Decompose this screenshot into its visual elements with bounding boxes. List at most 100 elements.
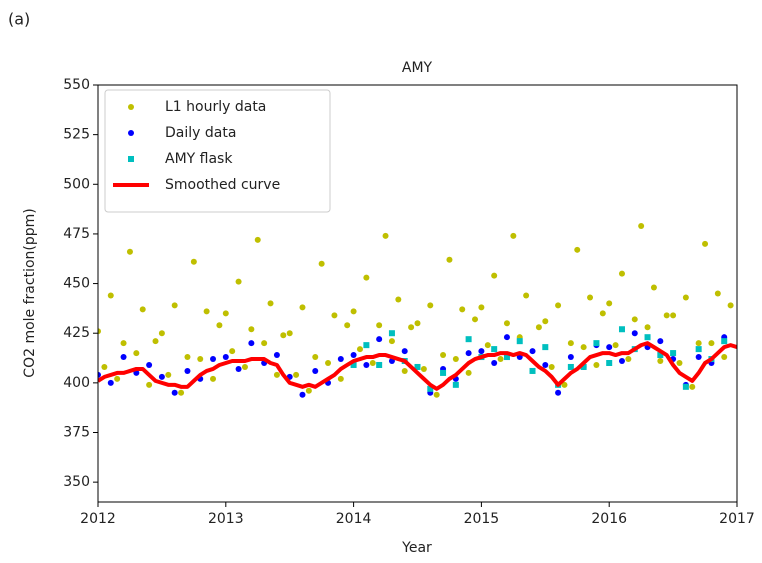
data-point [210, 356, 217, 363]
data-point [618, 358, 625, 365]
flask-point [721, 338, 728, 345]
legend-label: Smoothed curve [165, 177, 280, 193]
data-point [663, 312, 670, 319]
data-point [190, 258, 197, 265]
x-axis-label: Year [401, 540, 432, 556]
data-point [120, 340, 127, 347]
data-point [273, 371, 280, 378]
data-point [312, 367, 319, 374]
y-tick-label: 450 [63, 276, 90, 292]
data-point [478, 348, 485, 355]
data-point [548, 363, 555, 370]
data-point [152, 338, 159, 345]
data-point [714, 290, 721, 297]
data-point [420, 365, 427, 372]
data-point [478, 304, 485, 311]
data-point [523, 292, 530, 299]
flask-point [618, 326, 625, 333]
data-point [98, 371, 101, 378]
data-point [638, 222, 645, 229]
legend-label: L1 hourly data [165, 99, 266, 115]
data-point [299, 304, 306, 311]
data-point [229, 348, 236, 355]
data-point [139, 306, 146, 313]
flask-point [440, 369, 447, 376]
data-point [580, 344, 587, 351]
data-point [574, 246, 581, 253]
data-point [363, 361, 370, 368]
data-point [689, 383, 696, 390]
flask-point [414, 363, 421, 370]
flask-point [465, 336, 472, 343]
data-point [254, 236, 261, 243]
data-point [178, 389, 185, 396]
data-point [107, 379, 114, 386]
data-point [491, 360, 498, 366]
data-point [401, 367, 408, 374]
data-point [484, 342, 491, 349]
flask-point [542, 344, 549, 351]
data-point [267, 300, 274, 307]
x-tick-label: 2017 [719, 511, 755, 527]
data-point [261, 340, 268, 347]
data-point [567, 354, 574, 361]
data-point [210, 375, 217, 382]
data-point [721, 354, 728, 361]
data-point [606, 344, 613, 351]
data-point [401, 348, 408, 355]
data-point [158, 330, 165, 337]
data-point [197, 356, 204, 363]
data-point [695, 340, 702, 347]
legend-box [104, 89, 331, 213]
data-point [356, 346, 363, 353]
legend-swatch [128, 104, 134, 110]
flask-point [452, 381, 459, 388]
data-point [184, 354, 191, 361]
data-point [216, 322, 223, 329]
flask-point [567, 363, 574, 370]
flask-point [670, 350, 677, 357]
flask-point [503, 354, 510, 361]
data-point [650, 284, 657, 291]
flask-point [644, 334, 651, 341]
data-point [165, 371, 172, 378]
data-point [497, 356, 504, 363]
data-point [305, 387, 312, 394]
y-tick-label: 425 [63, 325, 90, 341]
data-point [676, 360, 683, 366]
data-point [158, 373, 165, 380]
plot-marks [98, 222, 737, 398]
data-point [644, 324, 651, 331]
flask-point [427, 385, 434, 392]
y-tick-label: 550 [63, 77, 90, 93]
data-point [503, 334, 510, 341]
flask-point [363, 342, 370, 349]
data-point [708, 340, 715, 347]
flask-point [593, 340, 600, 347]
data-point [465, 350, 472, 357]
data-point [369, 360, 376, 366]
data-point [184, 367, 191, 374]
data-point [542, 361, 549, 368]
data-point [695, 354, 702, 361]
data-point [561, 381, 568, 388]
data-point [535, 324, 542, 331]
data-point [222, 354, 229, 361]
data-point [325, 360, 332, 366]
data-point [459, 306, 466, 313]
data-point [280, 332, 287, 339]
data-point [376, 336, 383, 343]
data-point [606, 300, 613, 307]
data-point [299, 391, 306, 398]
data-point [286, 330, 293, 337]
data-point [567, 340, 574, 347]
data-point [702, 240, 709, 247]
flask-point [491, 346, 498, 353]
data-point [503, 320, 510, 327]
data-point [657, 358, 664, 365]
flask-point [529, 367, 536, 374]
y-tick-label: 375 [63, 425, 90, 441]
data-point [631, 330, 638, 337]
data-point [555, 389, 562, 396]
